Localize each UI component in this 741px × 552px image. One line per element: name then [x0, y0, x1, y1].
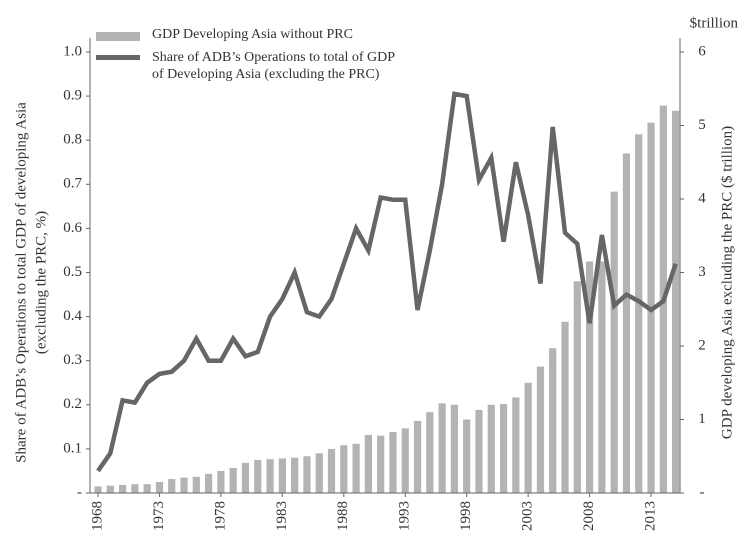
y-tick-label: 0.3 — [63, 352, 82, 368]
bar — [118, 484, 127, 493]
bar — [586, 261, 594, 493]
x-tick-label: 1988 — [335, 501, 351, 531]
bar — [106, 485, 114, 493]
bar — [463, 419, 471, 493]
bar — [303, 456, 311, 493]
bar — [672, 110, 680, 494]
legend-item: GDP Developing Asia without PRC — [96, 26, 426, 43]
y2-tick-label: 6 — [698, 43, 706, 59]
bar — [635, 134, 643, 493]
bar — [475, 409, 483, 493]
y2-tick-label: 1 — [698, 411, 706, 427]
y2-tick-label: - — [700, 484, 705, 500]
x-tick-label: 1993 — [397, 501, 413, 531]
y-axis-label: Share of ADB’s Operations to total GDP o… — [13, 102, 29, 463]
x-tick-label: 1983 — [274, 501, 290, 531]
y-tick-label: 0.4 — [63, 308, 82, 324]
line — [96, 91, 678, 473]
x-tick-label: 1998 — [458, 501, 474, 531]
y-tick-label: 0.5 — [63, 264, 82, 280]
bar — [131, 484, 139, 493]
y2-tick-label: 3 — [698, 264, 706, 280]
bar — [426, 412, 434, 493]
y2-unit: $trillion — [690, 15, 739, 31]
x-tick-label: 1968 — [89, 501, 105, 531]
legend-swatch — [96, 32, 140, 41]
y2-axis-label: GDP developing Asia excluding the PRC ($… — [719, 126, 735, 439]
bar — [561, 321, 569, 493]
legend-label: Share of ADB’s Operations to total of GD… — [152, 50, 395, 82]
bar — [512, 397, 520, 493]
y-tick-label: 0.7 — [63, 176, 82, 192]
bar — [229, 468, 237, 493]
y-tick-label: - — [77, 484, 82, 500]
bar — [536, 366, 545, 493]
x-tick-label: 2008 — [581, 501, 597, 531]
y-tick-label: 0.8 — [63, 132, 82, 148]
bar — [610, 191, 618, 493]
bar — [254, 459, 262, 493]
y2-tick-label: 2 — [698, 337, 706, 353]
legend: GDP Developing Asia without PRC Share of … — [96, 26, 426, 89]
bar — [278, 458, 286, 493]
bar — [94, 486, 102, 493]
bar — [155, 481, 164, 493]
bar — [450, 404, 459, 493]
bar — [180, 477, 188, 493]
bar — [291, 457, 299, 493]
bar — [401, 428, 409, 493]
y-tick-label: 0.6 — [63, 220, 82, 236]
bar — [327, 448, 336, 493]
y-tick-label: 1.0 — [63, 43, 82, 59]
bar — [315, 453, 323, 493]
bar — [205, 473, 213, 493]
y2-tick-label: 5 — [698, 117, 706, 133]
bar — [352, 443, 360, 493]
legend-swatch — [96, 55, 140, 60]
legend-label: GDP Developing Asia without PRC — [152, 27, 353, 42]
bar — [241, 462, 250, 493]
y-tick-label: 0.2 — [63, 396, 82, 412]
bar — [168, 479, 176, 493]
bar — [192, 476, 200, 493]
x-tick-label: 1978 — [212, 501, 228, 531]
bar — [340, 445, 348, 493]
bar — [499, 404, 508, 493]
bar — [438, 403, 446, 493]
x-tick-label: 2013 — [642, 501, 658, 531]
bar — [413, 420, 422, 493]
x-tick-label: 1973 — [151, 501, 167, 531]
y2-tick-label: 4 — [698, 190, 706, 206]
bar — [377, 435, 385, 493]
y-tick-label: 0.1 — [63, 440, 82, 456]
bar — [598, 261, 606, 493]
bar — [266, 459, 274, 493]
y-tick-label: 0.9 — [63, 88, 82, 104]
bar — [217, 470, 225, 493]
bar — [549, 348, 557, 493]
bar — [487, 404, 495, 493]
bar — [389, 431, 397, 493]
legend-item: Share of ADB’s Operations to total of GD… — [96, 49, 426, 83]
x-tick-label: 2003 — [520, 501, 536, 531]
bar — [364, 434, 372, 493]
bar — [622, 153, 631, 493]
bar — [524, 382, 532, 493]
bar — [143, 484, 151, 493]
y-axis-label: (excluding the PRC, %) — [33, 211, 49, 354]
bar — [573, 281, 581, 493]
